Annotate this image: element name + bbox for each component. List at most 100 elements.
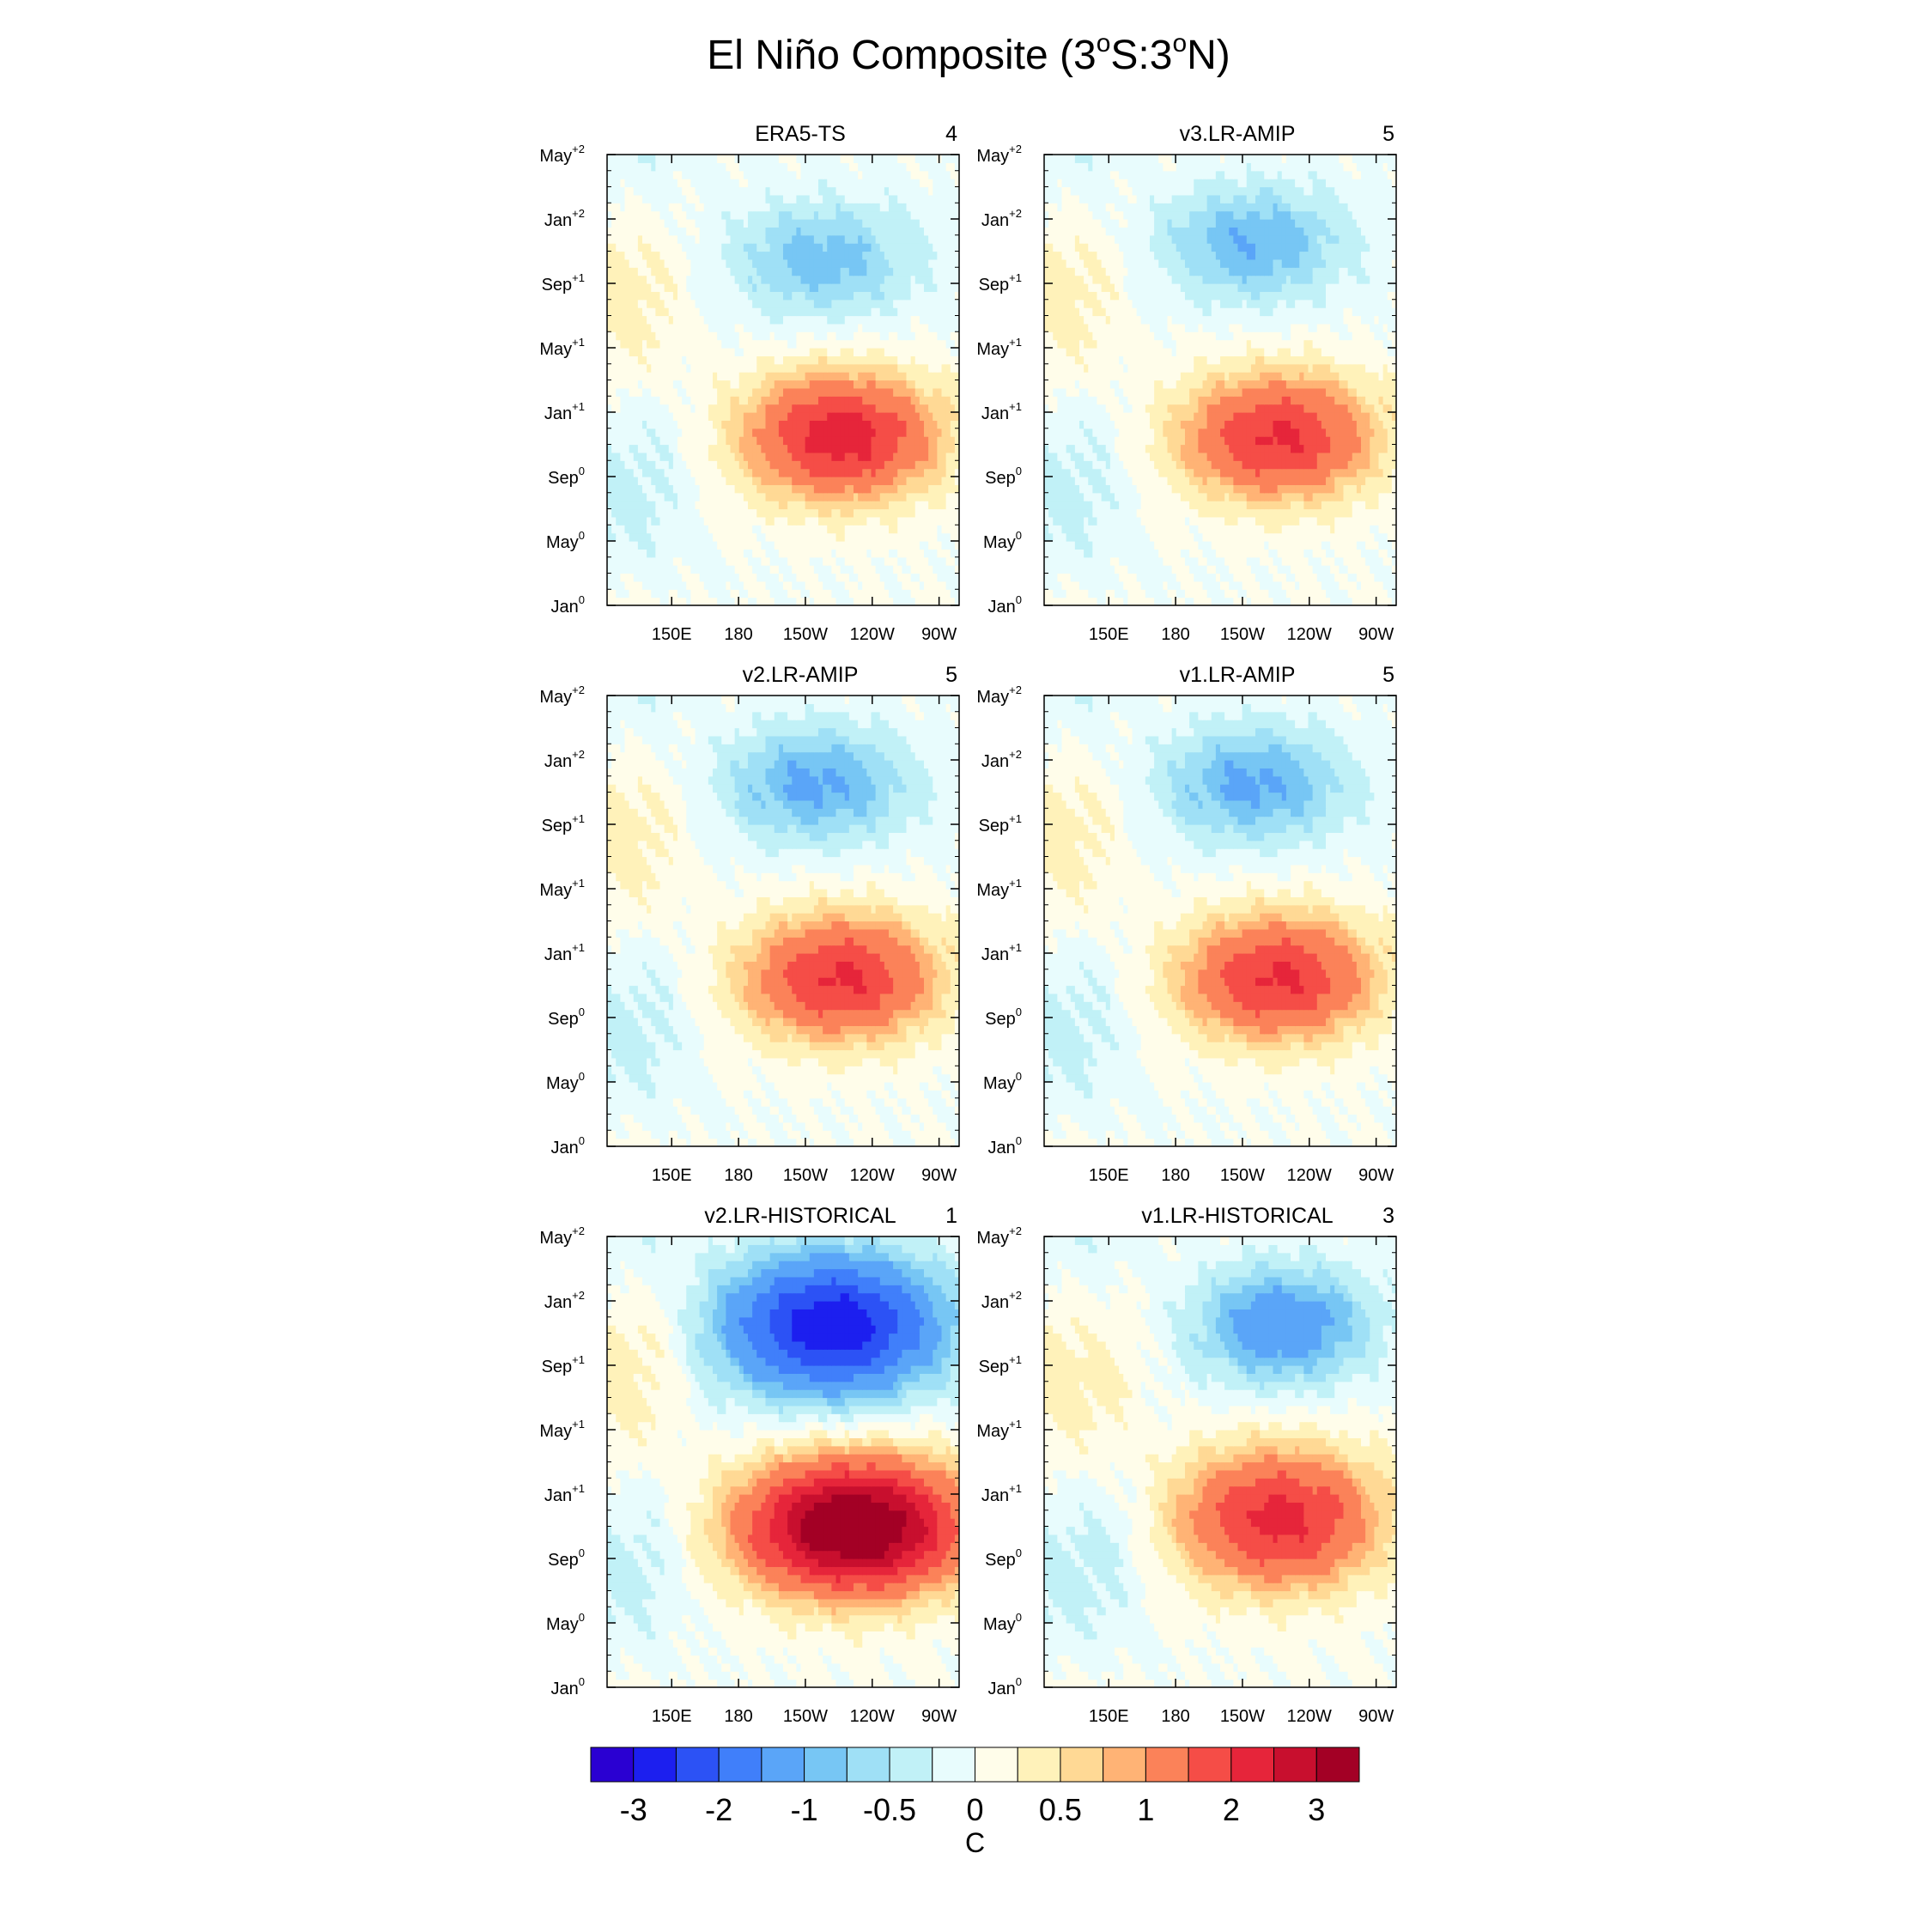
heatmap-cell [933,291,938,301]
heatmap-cell [835,299,841,308]
heatmap-cell [1097,565,1103,574]
heatmap-cell [818,162,823,172]
heatmap-cell [787,452,793,461]
heatmap-cell [765,549,771,558]
heatmap-cell [686,412,691,421]
heatmap-cell [813,501,819,510]
heatmap-cell [1084,580,1089,590]
heatmap-cell [633,267,639,276]
heatmap-cell [713,170,718,179]
heatmap-cell [875,468,881,477]
heatmap-cell [941,227,947,236]
heatmap-cell [769,420,775,429]
heatmap-cell [748,580,753,590]
heatmap-cell [637,243,643,252]
heatmap-cell [651,468,656,477]
heatmap-cell [748,291,753,301]
heatmap-cell [1378,580,1384,590]
heatmap-cell [642,323,647,332]
heatmap-cell [871,428,877,437]
heatmap-cell [871,234,877,244]
heatmap-cell [783,380,788,389]
heatmap-cell [637,420,643,429]
heatmap-cell [651,194,656,204]
heatmap-cell [748,170,753,179]
heatmap-cell [823,234,828,244]
heatmap-cell [1202,597,1208,605]
heatmap-cell [607,219,612,228]
heatmap-cell [941,436,947,446]
heatmap-cell [668,492,674,501]
heatmap-cell [800,203,806,212]
heatmap-cell [858,227,863,236]
heatmap-cell [848,549,854,558]
heatmap-cell [914,525,920,534]
heatmap-cell [1185,565,1190,574]
heatmap-cell [809,452,815,461]
heatmap-cell [774,565,780,574]
heatmap-cell [730,363,736,373]
heatmap-cell [713,420,718,429]
heatmap-cell [914,404,920,413]
heatmap-cell [906,420,912,429]
heatmap-cell [682,170,687,179]
heatmap-cell [713,468,718,477]
heatmap-cell [713,194,718,204]
heatmap-cell [823,428,828,437]
heatmap-cell [743,170,749,179]
heatmap-cell [778,532,784,542]
heatmap-cell [818,580,823,590]
heatmap-cell [1171,597,1177,605]
heatmap-cell [866,549,872,558]
heatmap-cell [809,186,815,196]
heatmap-cell [717,589,722,598]
heatmap-cell [928,194,933,204]
heatmap-cell [677,532,683,542]
heatmap-cell [651,203,656,212]
heatmap-cell [659,355,665,365]
heatmap-cell [668,387,674,397]
heatmap-cell [871,194,877,204]
heatmap-cell [752,420,757,429]
heatmap-cell [866,477,872,485]
heatmap-cell [778,428,784,437]
heatmap-cell [840,436,846,446]
heatmap-cell [800,532,806,542]
heatmap-cell [919,162,925,172]
heatmap-cell [809,396,815,405]
heatmap-cell [726,597,732,605]
heatmap-cell [778,387,784,397]
heatmap-cell [703,323,709,332]
heatmap-cell [695,323,701,332]
x-tick-label: 90W [921,625,957,644]
heatmap-cell [690,179,696,188]
heatmap-cell [677,404,683,413]
heatmap-cell [778,170,784,179]
heatmap-cell [809,508,815,518]
heatmap-cell [848,219,854,228]
heatmap-cell [945,243,951,252]
heatmap-cell [1268,565,1274,574]
heatmap-cell [769,477,775,485]
heatmap-cell [1180,565,1186,574]
heatmap-cell [823,532,828,542]
heatmap-cell [778,299,784,308]
heatmap-cell [748,348,753,356]
heatmap-cell [1291,573,1296,582]
heatmap-cell [906,573,912,582]
heatmap-cell [695,436,701,446]
heatmap-cell [848,573,854,582]
heatmap-cell [637,468,643,477]
heatmap-cell [756,468,762,477]
heatmap-cell [1312,597,1318,605]
heatmap-cell [769,331,775,341]
heatmap-cell [875,597,881,605]
heatmap-cell [647,227,652,236]
heatmap-cell [730,243,736,252]
heatmap-cell [919,179,925,188]
heatmap-cell [620,549,626,558]
heatmap-cell [835,243,841,252]
heatmap-cell [616,307,621,317]
heatmap-cell [871,307,877,317]
heatmap-cell [1242,589,1248,598]
